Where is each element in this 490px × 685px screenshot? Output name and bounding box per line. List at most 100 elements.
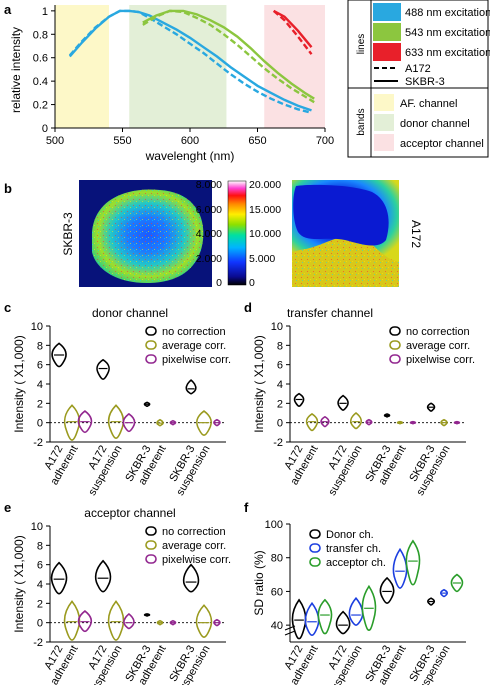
legend-label: average corr. bbox=[162, 340, 226, 352]
skbr3-cell-texture bbox=[92, 189, 204, 284]
y-tick-label: -2 bbox=[273, 437, 283, 449]
y-tick-label: 8 bbox=[37, 540, 43, 552]
legend-marker bbox=[309, 557, 321, 567]
violin-average-corr- bbox=[440, 418, 448, 427]
violin-pixelwise-corr- bbox=[169, 419, 177, 426]
panel-d: d transfer channel bbox=[244, 300, 373, 320]
y-tick-label: 2 bbox=[37, 598, 43, 610]
legend-lines-title: lines bbox=[356, 34, 367, 55]
panel-label-c: c bbox=[4, 300, 11, 315]
legend-swatch-488 bbox=[373, 3, 401, 21]
violin-no-correction bbox=[293, 392, 305, 408]
y-tick-label-a: 0.6 bbox=[33, 53, 48, 65]
violin-pixelwise-corr- bbox=[123, 612, 135, 630]
legend-label-633: 633 nm excitation bbox=[405, 47, 490, 59]
panel-label-a: a bbox=[4, 2, 12, 17]
legend-label-488: 488 nm excitation bbox=[405, 7, 490, 19]
x-tick-label-a: 700 bbox=[316, 135, 334, 147]
colorbar-right-label: 15.000 bbox=[249, 204, 281, 216]
colorbar-left-label: 0 bbox=[216, 277, 222, 289]
colorbar bbox=[227, 180, 247, 286]
violin-average-corr- bbox=[349, 411, 363, 430]
violin-average-corr- bbox=[107, 600, 125, 641]
violin-acceptor-ch- bbox=[317, 598, 333, 635]
panel-f: f bbox=[244, 500, 249, 515]
colorbar-right-label: 5.000 bbox=[249, 253, 275, 265]
legend-label: transfer ch. bbox=[326, 543, 381, 555]
legend-label-a172: A172 bbox=[405, 63, 431, 75]
legend-label-af: AF. channel bbox=[400, 98, 457, 110]
violin-average-corr- bbox=[63, 600, 81, 641]
legend-swatch-633 bbox=[373, 43, 401, 61]
violin-pixelwise-corr- bbox=[365, 418, 373, 426]
y-axis-title: Intensity ( X1,000) bbox=[12, 335, 26, 432]
x-tick-label-a: 650 bbox=[248, 135, 266, 147]
violin-pixelwise-corr- bbox=[77, 410, 93, 434]
y-tick-label: 6 bbox=[37, 560, 43, 572]
x-axis-title-a: wavelenght (nm) bbox=[145, 149, 235, 163]
legend-marker bbox=[145, 554, 157, 564]
violin-transfer-ch- bbox=[440, 588, 448, 598]
violin-no-correction bbox=[182, 563, 200, 593]
y-tick-label-a: 0.2 bbox=[33, 100, 48, 112]
y-tick-label: 0 bbox=[37, 418, 43, 430]
violin-average-corr- bbox=[156, 619, 164, 626]
legend-marker bbox=[145, 354, 157, 364]
legend-label-donor: donor channel bbox=[400, 118, 470, 130]
y-tick-label: 4 bbox=[277, 379, 283, 391]
panel-label-b: b bbox=[4, 181, 12, 196]
legend-label-543: 543 nm excitation bbox=[405, 27, 490, 39]
y-axis-title: Intensity ( X1,000) bbox=[252, 335, 266, 432]
violin-average-corr- bbox=[156, 418, 164, 427]
colorbar-right-label: 20.000 bbox=[249, 179, 281, 191]
y-tick-label: -2 bbox=[33, 637, 43, 649]
legend-label: acceptor ch. bbox=[326, 557, 386, 569]
violin-average-corr- bbox=[195, 410, 213, 437]
legend-label: no correction bbox=[406, 326, 470, 338]
panel-label-e: e bbox=[4, 500, 11, 515]
violin-no-correction bbox=[96, 358, 110, 380]
panel-a: a 500 550 600 650 700 0 0.2 0.4 0.6 0.8 1 waveleng… bbox=[4, 2, 334, 163]
legend-marker bbox=[309, 529, 321, 539]
violin-no-correction bbox=[383, 413, 391, 418]
y-tick-label: 8 bbox=[277, 340, 283, 352]
spectrum-line-1 bbox=[68, 9, 312, 112]
legend-bands-title: bands bbox=[356, 108, 367, 135]
panel-e-title: acceptor channel bbox=[84, 506, 175, 520]
violin-no-correction bbox=[94, 559, 112, 593]
violin-no-correction bbox=[185, 379, 197, 395]
spectrum-line-5 bbox=[273, 9, 313, 48]
panel-e: e acceptor channel bbox=[4, 500, 176, 520]
y-tick-label-a: 0.4 bbox=[33, 76, 48, 88]
y-tick-label: 6 bbox=[37, 360, 43, 372]
colorbar-right-label: 10.000 bbox=[249, 228, 281, 240]
violin-no-correction bbox=[143, 401, 151, 408]
legend-label: no correction bbox=[162, 526, 226, 538]
violin-donor-ch- bbox=[427, 597, 436, 606]
y-tick-label: 4 bbox=[37, 579, 43, 591]
y-axis-title: SD ratio (%) bbox=[252, 550, 266, 615]
y-tick-label-a: 0 bbox=[42, 123, 48, 135]
y-tick-label: 8 bbox=[37, 340, 43, 352]
skbr3-image-label: SKBR-3 bbox=[61, 212, 75, 256]
legend-label: pixelwise corr. bbox=[406, 354, 475, 366]
legend-e: no correction average corr. pixelwise corr… bbox=[145, 526, 231, 566]
colorbar-right-label: 0 bbox=[249, 277, 255, 289]
violin-average-corr- bbox=[305, 413, 319, 432]
violin-pixelwise-corr- bbox=[213, 418, 221, 427]
spectrum-line-4 bbox=[272, 9, 313, 55]
legend-marker bbox=[389, 340, 401, 350]
legend-label-acceptor: acceptor channel bbox=[400, 138, 484, 150]
legend-f: Donor ch. transfer ch. acceptor ch. bbox=[309, 529, 386, 569]
colorbar-left-label: 6.000 bbox=[196, 204, 222, 216]
legend-marker bbox=[309, 543, 321, 553]
legend-marker bbox=[145, 540, 157, 550]
legend-band-af bbox=[374, 94, 394, 111]
colorbar-left-label: 4.000 bbox=[196, 228, 222, 240]
violin-transfer-ch- bbox=[304, 601, 320, 637]
colorbar-left-label: 2.000 bbox=[196, 253, 222, 265]
